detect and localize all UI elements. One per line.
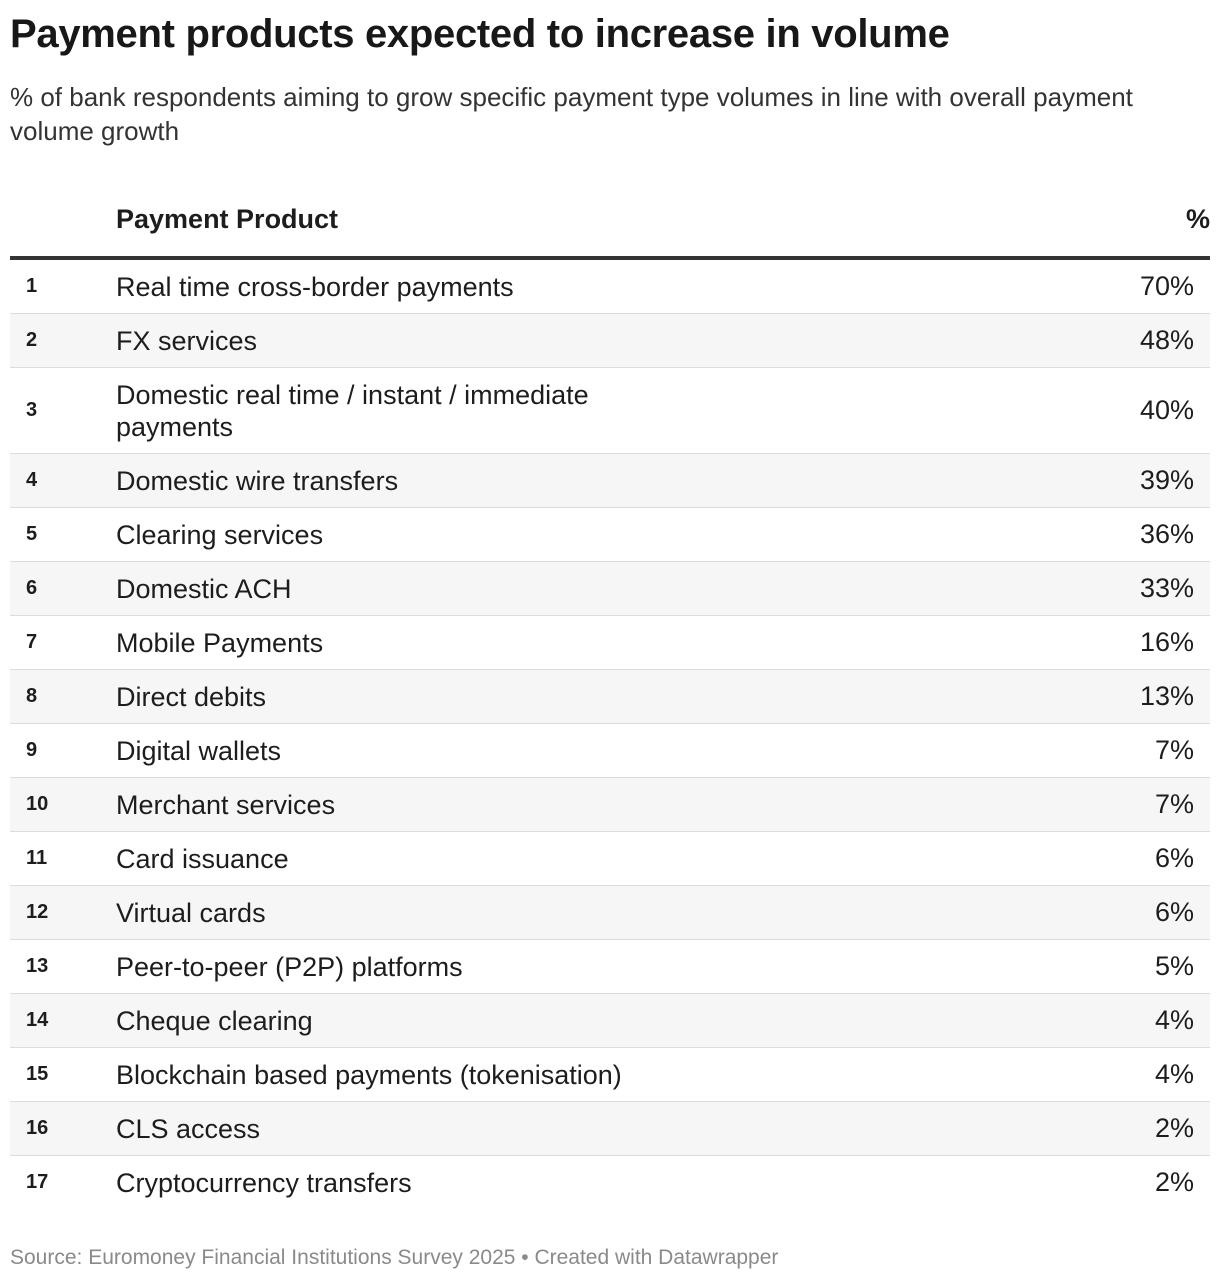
row-rank: 9	[26, 739, 38, 761]
row-percent-value: 7%	[1154, 735, 1194, 765]
row-product-name: FX services	[116, 325, 258, 356]
row-product-name: Domestic real time / instant / immediate…	[116, 379, 589, 442]
row-product-name: Merchant services	[116, 789, 336, 820]
row-rank: 17	[26, 1171, 49, 1193]
row-rank: 16	[26, 1117, 49, 1139]
table-row: 10 Merchant services 7%	[10, 778, 1210, 832]
column-header-product[interactable]: Payment Product	[116, 204, 339, 234]
row-percent-value: 48%	[1139, 325, 1194, 355]
row-product-name: Domestic ACH	[116, 573, 292, 604]
row-rank: 7	[26, 631, 38, 653]
table-row: 11 Card issuance 6%	[10, 832, 1210, 886]
row-percent-value: 7%	[1154, 789, 1194, 819]
row-product-name: Digital wallets	[116, 735, 282, 766]
row-percent-value: 70%	[1139, 271, 1194, 301]
column-header-percent[interactable]: %	[1185, 204, 1210, 234]
row-percent-value: 6%	[1154, 897, 1194, 927]
row-percent-value: 36%	[1139, 519, 1194, 549]
table-row: 9 Digital wallets 7%	[10, 724, 1210, 778]
row-product-name: Real time cross-border payments	[116, 271, 514, 302]
table-row: 5 Clearing services 36%	[10, 508, 1210, 562]
data-table: Payment Product % 1 Real time cross-borde…	[10, 186, 1210, 1209]
row-product-name: CLS access	[116, 1113, 261, 1144]
table-row: 2 FX services 48%	[10, 314, 1210, 368]
row-percent-value: 2%	[1154, 1167, 1194, 1197]
chart-subtitle: % of bank respondents aiming to grow spe…	[10, 82, 1133, 146]
row-rank: 15	[26, 1063, 49, 1085]
row-rank: 5	[26, 523, 38, 545]
table-row: 3 Domestic real time / instant / immediat…	[10, 368, 1210, 454]
table-body: 1 Real time cross-border payments 70% 2 FX s…	[10, 260, 1210, 1209]
row-product-name: Virtual cards	[116, 897, 266, 928]
row-rank: 13	[26, 955, 49, 977]
table-row: 8 Direct debits 13%	[10, 670, 1210, 724]
row-product-name: Card issuance	[116, 843, 289, 874]
table-row: 7 Mobile Payments 16%	[10, 616, 1210, 670]
row-percent-value: 39%	[1139, 465, 1194, 495]
table-row: 4 Domestic wire transfers 39%	[10, 454, 1210, 508]
row-percent-value: 33%	[1139, 573, 1194, 603]
row-product-name: Domestic wire transfers	[116, 465, 399, 496]
row-rank: 11	[26, 847, 48, 869]
row-percent-value: 6%	[1154, 843, 1194, 873]
row-percent-value: 5%	[1154, 951, 1194, 981]
row-percent-value: 13%	[1139, 681, 1194, 711]
table-row: 14 Cheque clearing 4%	[10, 994, 1210, 1048]
row-rank: 12	[26, 901, 49, 923]
table-row: 13 Peer-to-peer (P2P) platforms 5%	[10, 940, 1210, 994]
table-row: 17 Cryptocurrency transfers 2%	[10, 1156, 1210, 1209]
row-percent-value: 4%	[1154, 1059, 1194, 1089]
row-percent-value: 40%	[1139, 395, 1194, 425]
row-rank: 6	[26, 577, 38, 599]
row-product-name: Cryptocurrency transfers	[116, 1167, 412, 1198]
table-row: 16 CLS access 2%	[10, 1102, 1210, 1156]
row-rank: 2	[26, 329, 38, 351]
row-rank: 10	[26, 793, 49, 815]
row-product-name: Clearing services	[116, 519, 324, 550]
row-rank: 1	[26, 275, 38, 297]
row-product-name: Blockchain based payments (tokenisation)	[116, 1059, 622, 1090]
table-header: Payment Product %	[10, 186, 1210, 260]
row-rank: 3	[26, 399, 38, 421]
chart-title: Payment products expected to increase in…	[10, 12, 950, 56]
row-product-name: Mobile Payments	[116, 627, 324, 658]
table-row: 15 Blockchain based payments (tokenisatio…	[10, 1048, 1210, 1102]
row-product-name: Direct debits	[116, 681, 267, 712]
source-footer: Source: Euromoney Financial Institutions…	[10, 1246, 779, 1269]
row-percent-value: 16%	[1139, 627, 1194, 657]
table-row: 1 Real time cross-border payments 70%	[10, 260, 1210, 314]
table-row: 12 Virtual cards 6%	[10, 886, 1210, 940]
row-percent-value: 4%	[1154, 1005, 1194, 1035]
row-rank: 14	[26, 1009, 49, 1031]
row-rank: 8	[26, 685, 38, 707]
row-product-name: Peer-to-peer (P2P) platforms	[116, 951, 463, 982]
row-rank: 4	[26, 469, 38, 491]
row-percent-value: 2%	[1154, 1113, 1194, 1143]
table-row: 6 Domestic ACH 33%	[10, 562, 1210, 616]
row-product-name: Cheque clearing	[116, 1005, 313, 1036]
